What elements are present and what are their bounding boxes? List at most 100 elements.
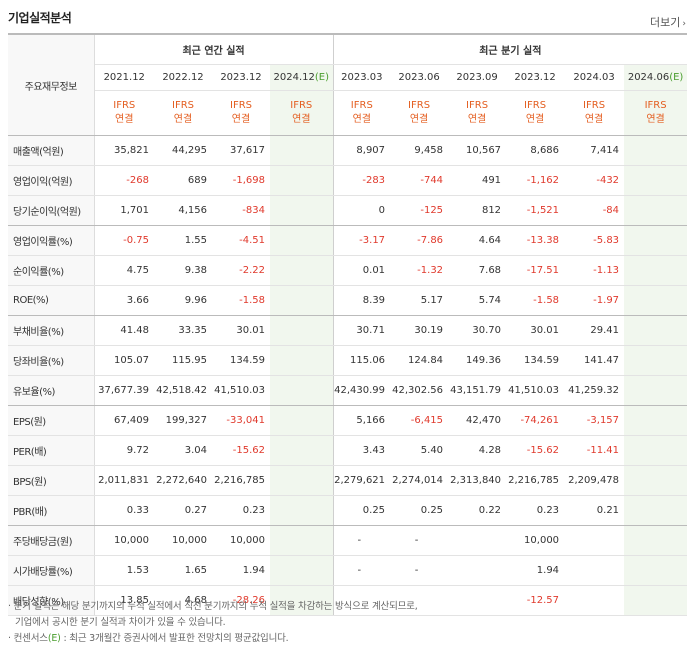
- table-cell: -1,698: [212, 165, 270, 196]
- table-cell: 42,302.56: [390, 375, 449, 406]
- table-cell: [448, 525, 507, 556]
- table-cell: 2,272,640: [154, 465, 212, 496]
- table-cell: 4.75: [94, 255, 154, 286]
- table-cell: 0.27: [154, 495, 212, 526]
- table-cell: [448, 555, 507, 586]
- ifrs-label: IFRS 연결: [212, 90, 270, 136]
- table-cell: -1,521: [506, 195, 565, 226]
- table-cell: 41,510.03: [212, 375, 270, 406]
- period-header: 2023.03: [333, 64, 391, 91]
- table-cell: [270, 135, 334, 166]
- more-link[interactable]: 더보기 ›: [650, 16, 686, 29]
- table-cell: -12.57: [506, 585, 565, 616]
- table-cell: [564, 525, 625, 556]
- table-cell: -2.22: [212, 255, 270, 286]
- table-cell: 199,327: [154, 405, 212, 436]
- table-cell: -11.41: [564, 435, 625, 466]
- row-label: 영업이익(억원): [8, 165, 95, 196]
- table-cell: [270, 375, 334, 406]
- table-row: 순이익률(%) 4.75 9.38 -2.22 0.01 -1.32 7.68 -17.51-…: [8, 255, 688, 286]
- table-row: 매출액(억원) 35,821 44,295 37,617 8,907 9,458 10,56…: [8, 135, 688, 166]
- row-label: 시가배당률(%): [8, 555, 95, 586]
- table-cell: -15.62: [212, 435, 270, 466]
- period-header: 2024.06(E): [624, 64, 688, 91]
- table-cell: -432: [564, 165, 625, 196]
- table-cell: -1,162: [506, 165, 565, 196]
- table-cell: [270, 495, 334, 526]
- table-row: BPS(원) 2,011,831 2,272,640 2,216,785 2,279,6…: [8, 465, 688, 496]
- table-cell: 134.59: [506, 345, 565, 376]
- table-cell: 1,701: [94, 195, 154, 226]
- table-cell: 0.21: [564, 495, 625, 526]
- table-cell: 149.36: [448, 345, 507, 376]
- table-cell: 10,000: [94, 525, 154, 556]
- section-title: 기업실적분석: [8, 11, 72, 25]
- table-cell: 8.39: [333, 285, 391, 316]
- table-cell: 4.28: [448, 435, 507, 466]
- row-label: ROE(%): [8, 285, 95, 316]
- table-cell: [270, 525, 334, 556]
- table-cell: 2,011,831: [94, 465, 154, 496]
- table-cell: -1.13: [564, 255, 625, 286]
- row-label: 영업이익률(%): [8, 225, 95, 256]
- table-cell: 35,821: [94, 135, 154, 166]
- table-cell: -4.51: [212, 225, 270, 256]
- table-row: 주당배당금(원) 10,000 10,000 10,000- -10,000: [8, 525, 688, 556]
- row-label: 당좌비율(%): [8, 345, 95, 376]
- table-cell: 7.68: [448, 255, 507, 286]
- period-header: 2024.03: [564, 64, 625, 91]
- row-label: BPS(원): [8, 465, 95, 496]
- table-cell: [270, 225, 334, 256]
- table-cell: [270, 345, 334, 376]
- table-cell: 5,166: [333, 405, 391, 436]
- table-row: PER(배) 9.72 3.04 -15.62 3.43 5.40 4.28 -15.62 -1…: [8, 435, 688, 466]
- table-cell: [624, 525, 688, 556]
- ifrs-label: IFRS 연결: [94, 90, 154, 136]
- table-cell: 141.47: [564, 345, 625, 376]
- table-cell: [270, 465, 334, 496]
- table-cell: [624, 135, 688, 166]
- table-cell: [270, 195, 334, 226]
- row-label: PBR(배): [8, 495, 95, 526]
- table-cell: -: [390, 525, 449, 556]
- table-cell: 689: [154, 165, 212, 196]
- table-row: ROE(%) 3.66 9.96 -1.58 8.39 5.17 5.74 -1.58 -1.9…: [8, 285, 688, 316]
- table-cell: 9.38: [154, 255, 212, 286]
- table-cell: -283: [333, 165, 391, 196]
- row-label: 부채비율(%): [8, 315, 95, 346]
- table-cell: 42,430.99: [333, 375, 391, 406]
- row-label: 매출액(억원): [8, 135, 95, 166]
- table-cell: 0: [333, 195, 391, 226]
- table-cell: 9.72: [94, 435, 154, 466]
- table-cell: 30.71: [333, 315, 391, 346]
- table-cell: [390, 585, 449, 616]
- table-cell: -834: [212, 195, 270, 226]
- table-row: 영업이익(억원) -268 689 -1,698 -283 -744 491 -1,162 -4…: [8, 165, 688, 196]
- table-cell: 8,907: [333, 135, 391, 166]
- table-cell: -3,157: [564, 405, 625, 436]
- ifrs-label: IFRS 연결: [506, 90, 565, 136]
- table-row: EPS(원) 67,409 199,327 -33,041 5,166 -6,415 42,…: [8, 405, 688, 436]
- table-cell: 124.84: [390, 345, 449, 376]
- table-cell: 41,259.32: [564, 375, 625, 406]
- table-cell: [624, 255, 688, 286]
- table-cell: -3.17: [333, 225, 391, 256]
- table-cell: -17.51: [506, 255, 565, 286]
- header-item-label: 주요재무정보: [8, 34, 95, 136]
- table-cell: 9.96: [154, 285, 212, 316]
- table-cell: 13.85: [94, 585, 154, 616]
- table-cell: 1.55: [154, 225, 212, 256]
- table-cell: [624, 375, 688, 406]
- table-cell: 5.17: [390, 285, 449, 316]
- table-cell: 1.65: [154, 555, 212, 586]
- table-cell: -268: [94, 165, 154, 196]
- table-cell: 0.22: [448, 495, 507, 526]
- table-cell: -: [333, 555, 391, 586]
- table-cell: 0.23: [212, 495, 270, 526]
- table-cell: 10,567: [448, 135, 507, 166]
- table-cell: 0.01: [333, 255, 391, 286]
- row-label: PER(배): [8, 435, 95, 466]
- table-cell: -125: [390, 195, 449, 226]
- table-cell: 2,216,785: [212, 465, 270, 496]
